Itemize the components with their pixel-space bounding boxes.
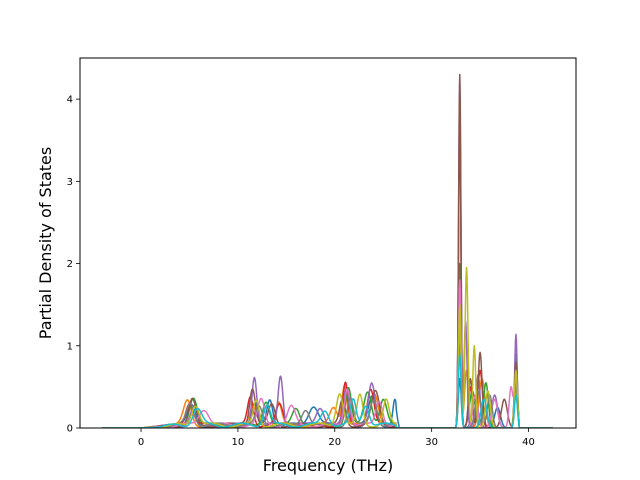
series-line — [102, 353, 554, 428]
y-tick-label: 1 — [67, 341, 73, 352]
x-axis-label: Frequency (THz) — [263, 456, 393, 475]
x-tick-label: 20 — [328, 437, 341, 448]
x-tick-label: 10 — [232, 437, 245, 448]
y-tick-label: 3 — [67, 177, 73, 188]
y-axis: 0 1 2 3 4 — [67, 95, 80, 435]
y-tick-label: 0 — [67, 424, 73, 435]
x-tick-label: 40 — [522, 437, 535, 448]
series-layer — [102, 73, 554, 428]
x-tick-label: 0 — [138, 437, 144, 448]
x-tick-label: 30 — [425, 437, 438, 448]
y-tick-label: 4 — [67, 95, 73, 106]
y-axis-label: Partial Density of States — [36, 147, 55, 339]
y-tick-label: 2 — [67, 259, 73, 270]
plot-area-frame — [79, 57, 577, 429]
x-axis: 0 10 20 30 40 — [138, 428, 535, 448]
series-line — [102, 266, 554, 428]
